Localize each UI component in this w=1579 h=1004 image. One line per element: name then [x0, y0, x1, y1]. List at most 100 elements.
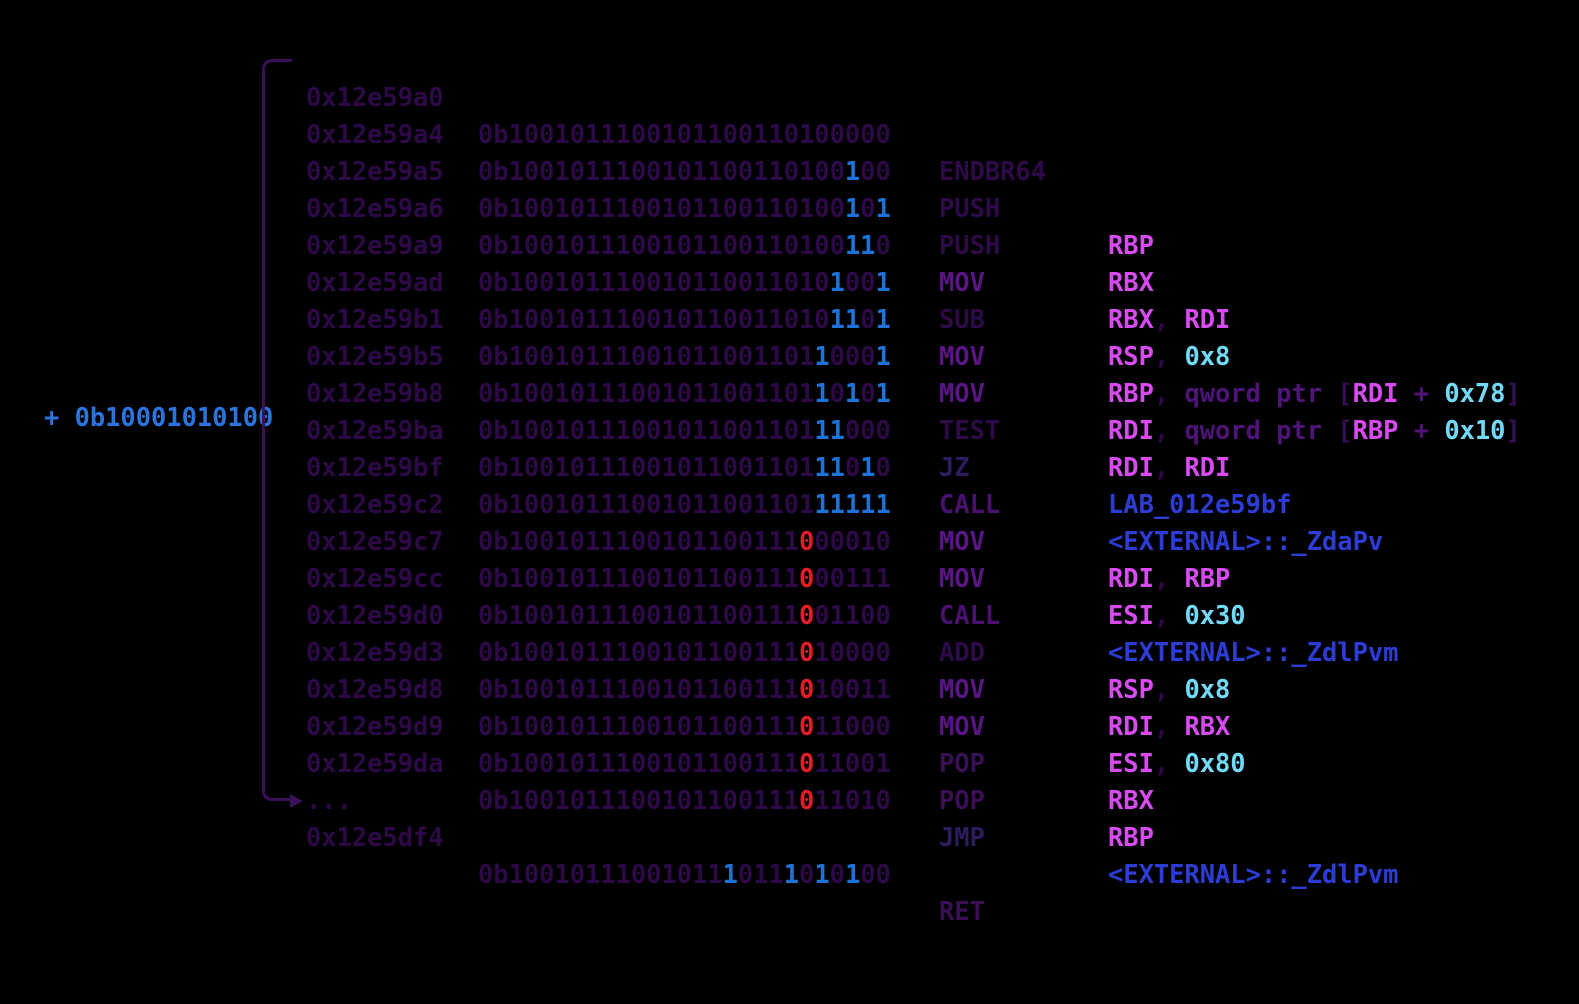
- highlighted-bit: 0: [799, 785, 815, 815]
- binary-cell: 0b1001011100101100110101001: [478, 264, 891, 301]
- mnemonic-cell: RET: [939, 896, 985, 926]
- operand-token-sep: ,: [1153, 304, 1185, 334]
- instruction-row: 0x12e59a6 0b1001011100101100110100110 MO…: [0, 153, 1579, 334]
- offset-annotation: + 0b10001010100: [44, 402, 274, 432]
- binary-cell: 0b1001011100101100111000111: [478, 560, 891, 597]
- operand-token-kw: qword ptr: [1184, 415, 1338, 445]
- binary-bits: 0b1001011100101100111: [478, 563, 800, 593]
- highlighted-bit: 0: [799, 526, 815, 556]
- binary-bits: 00: [860, 156, 891, 186]
- operand-token-imm: 0x78: [1444, 378, 1506, 408]
- binary-cell: 0b1001011100101100111011010: [478, 782, 891, 819]
- operand-token-reg: RBP: [1352, 415, 1399, 445]
- operand-token-reg: RSP: [1108, 341, 1154, 371]
- binary-cell: 0b1001011100101100110100100: [478, 153, 891, 190]
- highlighted-bit: 1: [875, 378, 891, 408]
- instruction-row: 0x12e59d9 0b1001011100101100111011001 PO…: [0, 671, 1579, 852]
- binary-bits: 000: [829, 341, 876, 371]
- instruction-row: 0x12e5df4 0b1001011100101110111010100 RE…: [0, 782, 1579, 926]
- address-cell: 0x12e59c2: [306, 489, 444, 519]
- binary-cell: 0b1001011100101100110100000: [478, 116, 891, 153]
- operands-cell: <EXTERNAL>::_ZdlPvm: [1108, 856, 1398, 893]
- operand-token-imm: 0x80: [1184, 748, 1246, 778]
- operands-cell: RSP, 0x8: [1108, 671, 1230, 708]
- address-cell: 0x12e59da: [306, 748, 444, 778]
- binary-bits: 0b1001011100101100111: [478, 526, 800, 556]
- operand-token-reg: ESI: [1108, 600, 1154, 630]
- address-cell: 0x12e59b5: [306, 341, 444, 371]
- mnemonic-cell: MOV: [939, 267, 985, 297]
- binary-cell: 0b1001011100101100110110001: [478, 338, 891, 375]
- operand-token-lbl: LAB_012e59bf: [1108, 489, 1292, 519]
- operand-token-reg: RBP: [1108, 378, 1154, 408]
- instruction-row: 0x12e59ba 0b1001011100101100110111010 CA…: [0, 375, 1579, 556]
- operand-token-lbl: <EXTERNAL>::_ZdlPvm: [1108, 859, 1399, 889]
- mnemonic-cell: PUSH: [939, 193, 1001, 223]
- operands-cell: RDI, qword ptr [RBP + 0x10]: [1108, 412, 1521, 449]
- operand-token-reg: RDI: [1352, 378, 1399, 408]
- operand-token-sep: ,: [1153, 674, 1185, 704]
- operand-token-lbl: <EXTERNAL>::_ZdaPv: [1108, 526, 1384, 556]
- instruction-row: ...: [0, 745, 1579, 815]
- binary-bits: 0: [799, 859, 815, 889]
- binary-bits: 0b10010111001011001101: [478, 489, 815, 519]
- binary-bits: 000: [844, 415, 891, 445]
- mnemonic-cell: MOV: [939, 378, 985, 408]
- instruction-row: 0x12e59a0 0b1001011100101100110100000 EN…: [0, 42, 1579, 186]
- operand-token-reg: RDI: [1108, 563, 1154, 593]
- instruction-row: 0x12e59d3 0b1001011100101100111010011 MO…: [0, 597, 1579, 778]
- address-cell: 0x12e59b1: [306, 304, 444, 334]
- binary-bits: 11000: [814, 711, 891, 741]
- instruction-row: 0x12e59ad 0b1001011100101100110101101 MO…: [0, 227, 1579, 408]
- highlighted-bit: 0: [799, 748, 815, 778]
- operands-cell: RBX: [1108, 782, 1154, 819]
- binary-bits: 0b1001011100101100111: [478, 674, 800, 704]
- instruction-row: 0x12e59d0 0b1001011100101100111010000 MO…: [0, 560, 1579, 741]
- address-cell: 0x12e59bf: [306, 452, 444, 482]
- address-cell: 0x12e59b8: [306, 378, 444, 408]
- operands-cell: RBP, qword ptr [RDI + 0x78]: [1108, 375, 1521, 412]
- mnemonic-cell: SUB: [939, 304, 985, 334]
- binary-cell: 0b1001011100101110111010100: [478, 856, 891, 893]
- highlighted-bit: 1: [844, 193, 861, 223]
- operand-token-sep: ,: [1153, 600, 1185, 630]
- mnemonic-cell: POP: [939, 785, 985, 815]
- binary-cell: 0b1001011100101100111010011: [478, 671, 891, 708]
- binary-cell: 0b1001011100101100110100101: [478, 190, 891, 227]
- address-cell: 0x12e59d0: [306, 600, 444, 630]
- mnemonic-cell: MOV: [939, 674, 985, 704]
- operand-token-br: ]: [1505, 415, 1521, 445]
- operand-token-reg: RDI: [1108, 415, 1154, 445]
- address-cell: 0x12e59a5: [306, 156, 444, 186]
- address-cell: 0x12e59ad: [306, 267, 444, 297]
- binary-bits: 0b10010111001011001101: [478, 341, 815, 371]
- instruction-row: 0x12e59a9 0b1001011100101100110101001 SU…: [0, 190, 1579, 371]
- binary-bits: 10011: [814, 674, 891, 704]
- binary-cell: 0b1001011100101100110100110: [478, 227, 891, 264]
- mnemonic-cell: CALL: [939, 600, 1001, 630]
- instruction-row: 0x12e59c7 0b1001011100101100111000111 CA…: [0, 486, 1579, 667]
- binary-bits: 0: [860, 378, 876, 408]
- address-cell: 0x12e59cc: [306, 563, 444, 593]
- highlighted-bit: 11: [844, 230, 876, 260]
- operand-token-reg: RBX: [1108, 304, 1154, 334]
- binary-cell: 0b1001011100101100110111010: [478, 449, 891, 486]
- disassembly-listing: 0x12e59a0 0b1001011100101100110100000 EN…: [0, 42, 1579, 926]
- operand-token-imm: 0x8: [1184, 674, 1231, 704]
- binary-bits: 00010: [814, 526, 891, 556]
- binary-bits: 0: [844, 452, 861, 482]
- operand-token-sep: ,: [1153, 378, 1185, 408]
- instruction-row: 0x12e59a4 0b1001011100101100110100100 PU…: [0, 79, 1579, 260]
- binary-bits: 0b1001011100101100111: [478, 637, 800, 667]
- address-cell: 0x12e59c7: [306, 526, 444, 556]
- operands-cell: RBP: [1108, 227, 1154, 264]
- address-cell: 0x12e59a4: [306, 119, 444, 149]
- highlighted-bit: 1: [875, 341, 891, 371]
- bracket-arrowhead-icon: [290, 794, 303, 808]
- highlighted-bit: 1: [783, 859, 800, 889]
- instruction-row: 0x12e59cc 0b1001011100101100111001100 AD…: [0, 523, 1579, 704]
- binary-bits: 0b1001011100101100110100: [478, 193, 845, 223]
- mnemonic-cell: JZ: [939, 452, 970, 482]
- instruction-row: 0x12e59d8 0b1001011100101100111011000 PO…: [0, 634, 1579, 815]
- binary-bits: 011: [737, 859, 784, 889]
